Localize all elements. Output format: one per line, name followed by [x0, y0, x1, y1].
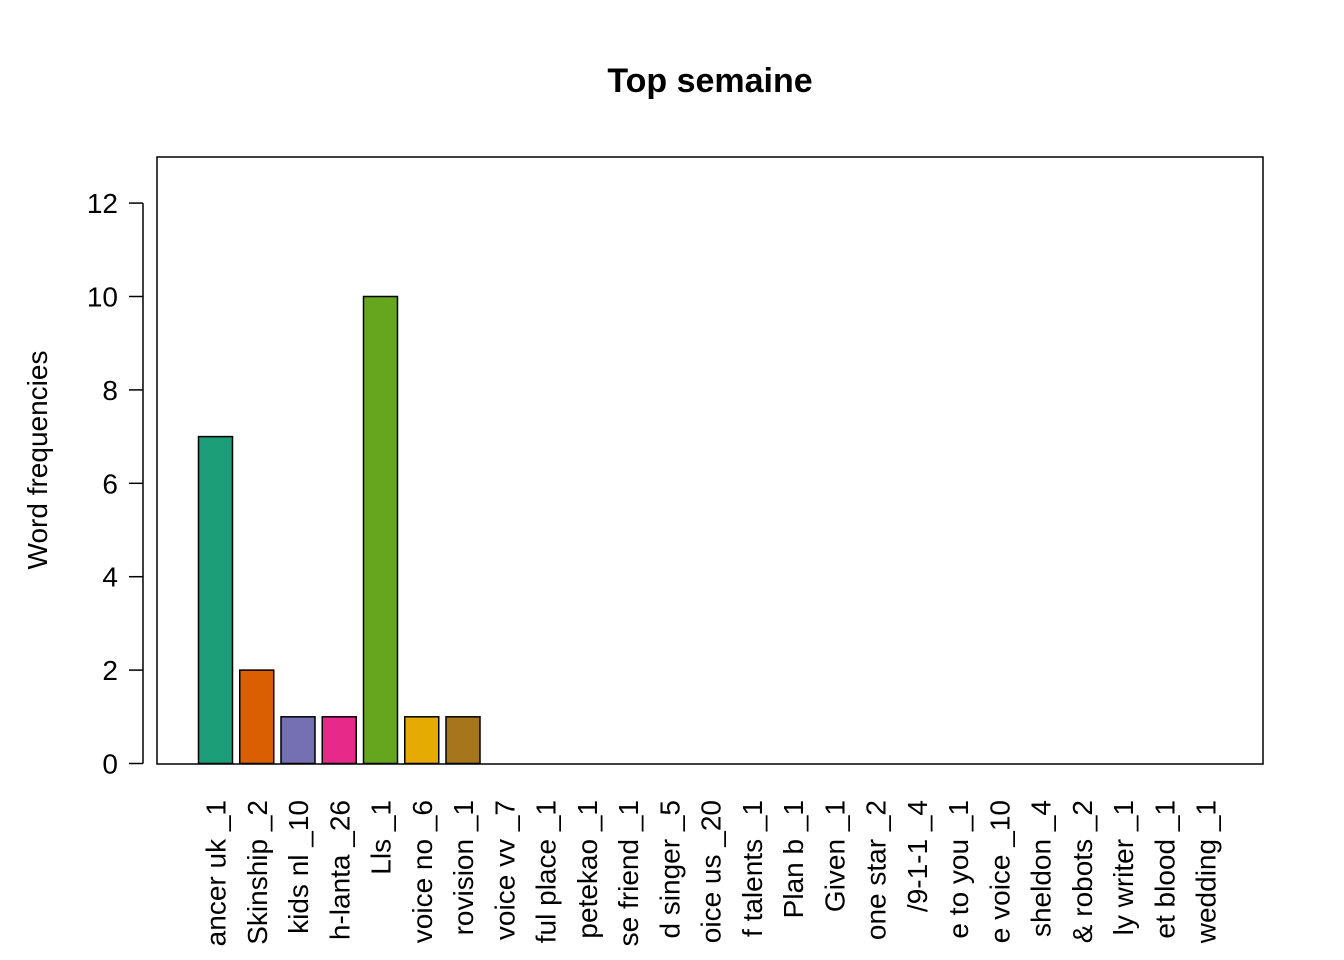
y-tick-label: 10	[87, 282, 118, 313]
y-tick-label: 0	[102, 749, 118, 780]
y-tick-label: 12	[87, 188, 118, 219]
x-tick-label: rovision _1	[448, 800, 479, 935]
category-labels: ancer uk _1 Skinship _2 kids nl _10 h-lanta…	[201, 800, 1222, 946]
x-tick-label: ful place _1	[531, 800, 562, 943]
bar	[362, 295, 399, 765]
y-tick-label: 8	[102, 375, 118, 406]
x-tick-label: petekao _1	[572, 800, 603, 939]
x-tick-label: wedding _1	[1191, 800, 1222, 944]
y-axis: 0 2 4 6 8 10 12	[87, 188, 144, 780]
x-tick-label: Skinship _2	[242, 800, 273, 945]
y-tick-label: 4	[102, 562, 118, 593]
y-tick-label: 6	[102, 468, 118, 499]
bar	[445, 716, 481, 765]
x-tick-label: ancer uk _1	[201, 800, 232, 946]
x-tick-label: e voice _10	[984, 800, 1015, 943]
bar	[239, 669, 275, 765]
x-tick-label: oice us _20	[696, 800, 727, 943]
x-tick-label: Plan b _1	[778, 800, 809, 918]
y-axis-label: Word frequencies	[22, 351, 53, 570]
x-tick-label: e to you _1	[943, 800, 974, 939]
bar	[280, 716, 316, 765]
chart-title: Top semaine	[607, 62, 812, 100]
x-tick-label: voice vv _7	[489, 800, 520, 940]
x-tick-label: one star _2	[861, 800, 892, 940]
y-tick-label: 2	[102, 655, 118, 686]
x-tick-label: d singer _5	[654, 800, 685, 939]
bar	[404, 716, 440, 765]
x-tick-label: /9-1-1 _4	[902, 800, 933, 912]
x-tick-label: voice no _6	[407, 800, 438, 943]
x-tick-label: et blood _1	[1149, 800, 1180, 939]
x-tick-label: ly writer _1	[1108, 800, 1139, 935]
bar	[321, 716, 357, 765]
x-tick-label: Lls _1	[366, 800, 397, 875]
x-tick-label: f talents _1	[737, 800, 768, 937]
x-tick-label: h-lanta _26	[324, 800, 355, 940]
plot-frame	[156, 156, 1264, 765]
x-tick-label: se friend _1	[613, 800, 644, 946]
x-tick-label: sheldon _4	[1026, 800, 1057, 937]
x-tick-label: & robots _2	[1067, 800, 1098, 943]
bar	[197, 435, 234, 765]
x-tick-label: Given _1	[819, 800, 850, 912]
bars	[197, 295, 481, 765]
x-tick-label: kids nl _10	[283, 800, 314, 934]
